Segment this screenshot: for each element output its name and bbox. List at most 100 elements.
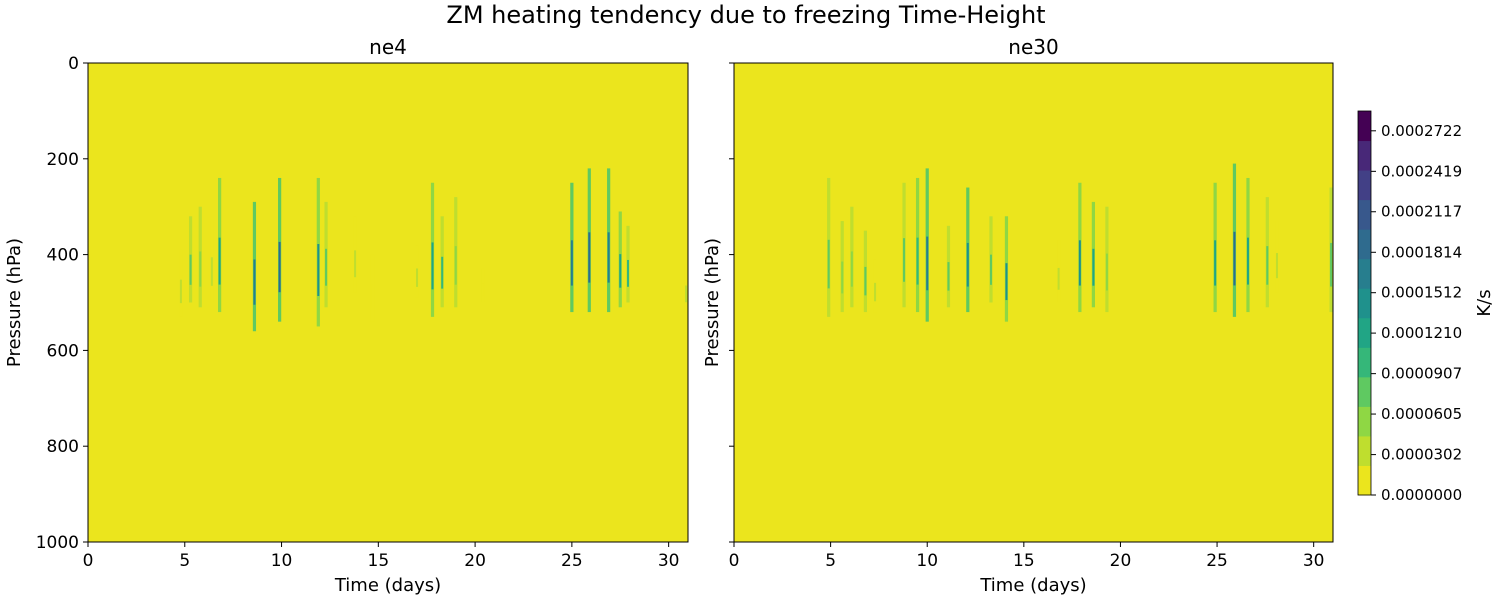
heatmap-streak-core xyxy=(841,261,844,294)
heatmap-streak-core xyxy=(619,254,622,288)
heatmap-streak-core xyxy=(1246,237,1249,285)
heatmap-streak-core xyxy=(189,254,192,285)
y-axis-label: Pressure (hPa) xyxy=(4,238,25,367)
x-tick-label: 25 xyxy=(561,551,583,571)
colorbar-segment xyxy=(1358,435,1371,466)
y-tick-label: 1000 xyxy=(36,533,79,553)
heatmap-streak-core xyxy=(210,257,213,286)
x-tick-label: 15 xyxy=(368,551,390,571)
y-tick-label: 800 xyxy=(47,437,79,457)
heatmap-streak-core xyxy=(1214,240,1217,286)
y-axis-label: Pressure (hPa) xyxy=(702,238,723,367)
x-tick-label: 5 xyxy=(825,551,836,571)
colorbar-segment xyxy=(1358,347,1371,378)
colorbar-tick-label: 0.0000000 xyxy=(1381,486,1462,504)
heatmap-streak-core xyxy=(1233,231,1236,286)
heatmap-streak-core xyxy=(454,246,457,285)
panel-title: ne30 xyxy=(1008,35,1058,59)
y-tick-label: 200 xyxy=(47,150,79,170)
panel-ne4: ne4 0 5 10 15 20 25 30 0 200 400 600 800 1000 Time (da… xyxy=(4,35,689,596)
colorbar-tick-label: 0.0000302 xyxy=(1381,446,1462,464)
heatmap-streak-core xyxy=(431,242,434,290)
colorbar-tick-label: 0.0001512 xyxy=(1381,284,1462,302)
colorbar-segment xyxy=(1358,288,1371,319)
colorbar-segment xyxy=(1358,199,1371,230)
x-tick-label: 30 xyxy=(658,551,680,571)
colorbar-segment xyxy=(1358,317,1371,348)
heatmap-streak-core xyxy=(966,242,969,287)
colorbar-tick-label: 0.0001814 xyxy=(1381,243,1462,261)
heatmap-streak-core xyxy=(588,232,591,283)
heatmap-streak-core xyxy=(926,236,929,291)
heatmap-streak-core xyxy=(1105,253,1108,291)
heatmap-background xyxy=(734,63,1333,542)
colorbar-segment xyxy=(1358,170,1371,201)
colorbar-frame xyxy=(1357,110,1372,496)
x-tick-label: 10 xyxy=(271,551,293,571)
colorbar-segment xyxy=(1358,376,1371,407)
x-tick-label: 30 xyxy=(1303,551,1325,571)
heatmap-streak-core xyxy=(1005,263,1008,301)
heatmap-streak-core xyxy=(481,283,484,296)
heatmap-streak-core xyxy=(1092,248,1095,286)
heatmap-streak-core xyxy=(570,240,573,286)
colorbar-tick-label: 0.0002419 xyxy=(1381,162,1462,180)
heatmap-streak-core xyxy=(989,254,992,285)
heatmap-background xyxy=(88,63,688,542)
heatmap-features xyxy=(827,163,1333,322)
heatmap-streak-core xyxy=(1275,253,1278,279)
panel-title: ne4 xyxy=(369,35,407,59)
colorbar-segment xyxy=(1358,111,1371,142)
colorbar-segment xyxy=(1358,229,1371,260)
heatmap-streak-core xyxy=(864,266,867,296)
y-tick-label: 600 xyxy=(47,341,79,361)
heatmap-streak-core xyxy=(1330,242,1333,287)
colorbar-tick-label: 0.0001210 xyxy=(1381,324,1462,342)
x-axis-label: Time (days) xyxy=(334,575,441,596)
heatmap-streak-core xyxy=(218,237,221,285)
heatmap-streak-core xyxy=(278,241,281,293)
colorbar-segment xyxy=(1358,465,1371,496)
heatmap-streak-core xyxy=(1078,240,1081,286)
colorbar-segment xyxy=(1358,406,1371,437)
colorbar-tick-label: 0.0002117 xyxy=(1381,203,1462,221)
heatmap-streak-core xyxy=(1266,246,1269,285)
colorbar-tick-label: 0.0000605 xyxy=(1381,405,1462,423)
colorbar-tick-label: 0.0000907 xyxy=(1381,365,1462,383)
x-tick-label: 0 xyxy=(83,551,94,571)
colorbar: 0.0000000 0.0000302 0.0000605 0.0000907 0.00… xyxy=(1357,110,1495,504)
heatmap-streak-core xyxy=(827,239,830,289)
heatmap-features xyxy=(179,168,688,332)
x-axis-label: Time (days) xyxy=(979,575,1086,596)
heatmap-streak-core xyxy=(317,244,320,297)
heatmap-streak-core xyxy=(874,282,877,302)
colorbar-label: K/s xyxy=(1474,289,1495,316)
colorbar-tick-label: 0.0002722 xyxy=(1381,122,1462,140)
panel-ne30: ne30 0 5 10 15 20 25 30 Time (days) Pressure (hPa… xyxy=(702,35,1334,596)
x-tick-label: 5 xyxy=(179,551,190,571)
x-tick-label: 25 xyxy=(1206,551,1228,571)
heatmap-streak-core xyxy=(947,262,950,291)
colorbar-segment xyxy=(1358,258,1371,289)
figure-title: ZM heating tendency due to freezing Time… xyxy=(446,1,1045,29)
heatmap-streak-core xyxy=(607,232,610,283)
heatmap-streak-core xyxy=(685,285,688,303)
y-tick-label: 400 xyxy=(47,246,79,266)
heatmap-streak-core xyxy=(179,279,182,304)
x-tick-label: 10 xyxy=(916,551,938,571)
x-tick-label: 15 xyxy=(1013,551,1035,571)
heatmap-streak-core xyxy=(903,238,906,282)
heatmap-streak-core xyxy=(354,250,357,278)
x-tick-label: 20 xyxy=(464,551,486,571)
colorbar-segment xyxy=(1358,140,1371,171)
x-tick-label: 0 xyxy=(729,551,740,571)
axes-frame xyxy=(87,62,689,543)
heatmap-streak-core xyxy=(253,259,256,305)
x-tick-label: 20 xyxy=(1110,551,1132,571)
heatmap-streak-core xyxy=(199,251,202,287)
heatmap-streak-core xyxy=(627,259,629,287)
axes-frame xyxy=(733,62,1334,543)
heatmap-streak-core xyxy=(416,268,419,287)
heatmap-streak-core xyxy=(850,251,853,287)
